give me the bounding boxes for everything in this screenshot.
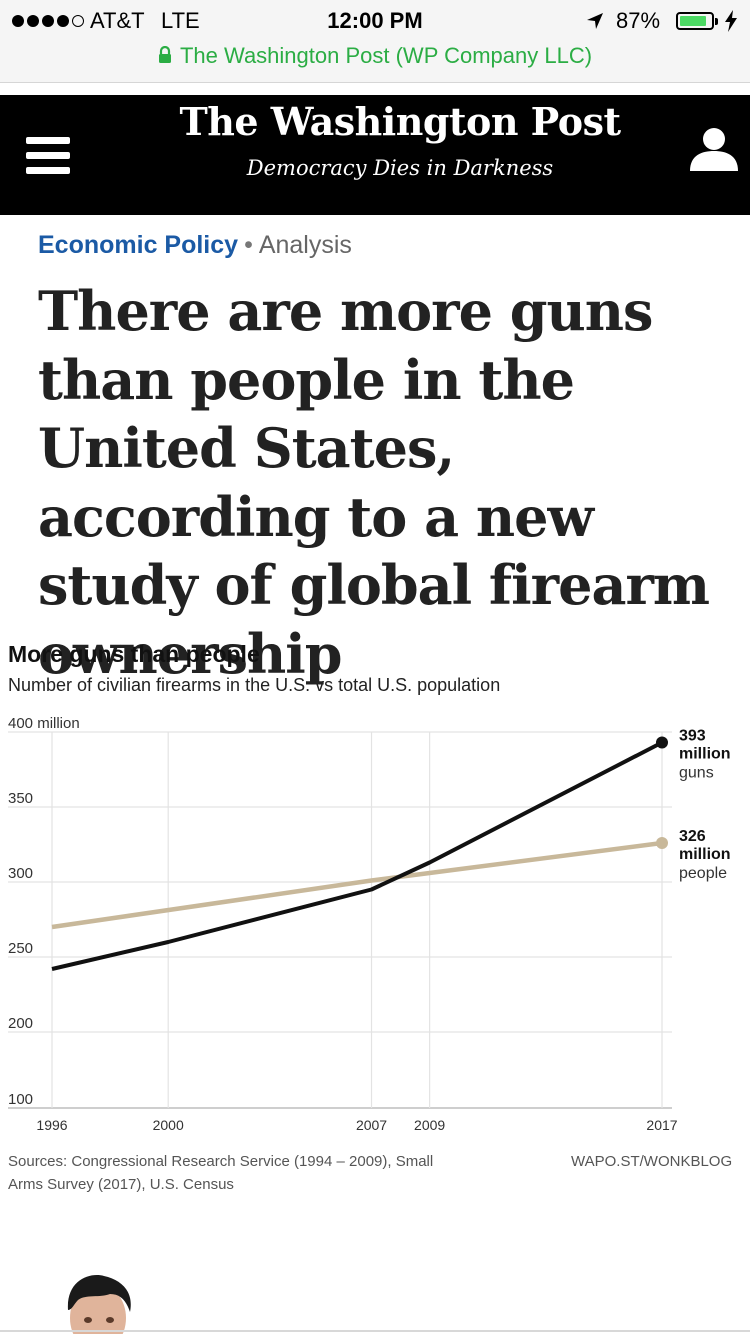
- x-tick-label: 2017: [646, 1117, 677, 1133]
- y-tick-label: 200: [8, 1015, 33, 1032]
- hamburger-menu-icon[interactable]: [26, 137, 70, 175]
- masthead-logo[interactable]: The Washington Post: [179, 99, 621, 144]
- y-tick-label: 350: [8, 790, 33, 807]
- end-label-name-guns: guns: [679, 765, 714, 782]
- end-label-name-people: people: [679, 865, 727, 882]
- signal-strength-icon: [12, 15, 84, 27]
- series-endpoint-people: [656, 837, 668, 849]
- y-tick-label: 100: [8, 1091, 33, 1108]
- y-tick-label: 300: [8, 865, 33, 882]
- status-bar: AT&T LTE 12:00 PM 87% The Washington Pos…: [0, 0, 750, 83]
- location-arrow-icon: [587, 13, 603, 29]
- y-tick-label: 250: [8, 940, 33, 957]
- author-photo: [60, 1270, 140, 1334]
- bottom-divider: [0, 1330, 750, 1332]
- lock-icon: [158, 46, 171, 63]
- series-line-guns: [51, 740, 663, 971]
- site-identity-bar[interactable]: The Washington Post (WP Company LLC): [0, 40, 750, 72]
- carrier-name: AT&T: [90, 8, 145, 33]
- battery-icon: [676, 12, 714, 30]
- battery-percent: 87%: [616, 8, 661, 33]
- article-headline: There are more guns than people in the U…: [38, 279, 710, 686]
- site-header: The Washington Post Democracy Dies in Da…: [0, 95, 750, 215]
- y-tick-label: 400 million: [8, 715, 80, 732]
- battery-fill: [680, 16, 706, 26]
- end-label-unit-guns: million: [679, 746, 731, 763]
- x-tick-label: 2000: [153, 1117, 184, 1133]
- series-line-people: [51, 840, 663, 930]
- user-icon[interactable]: [688, 125, 740, 173]
- bolt-icon: [725, 10, 737, 32]
- x-tick-label: 2009: [414, 1117, 445, 1133]
- chart-credit[interactable]: WAPO.ST/WONKBLOG: [571, 1153, 733, 1170]
- section-link[interactable]: Economic Policy: [38, 231, 239, 259]
- article-type: Analysis: [258, 231, 352, 259]
- author-avatar-illustration: [67, 1275, 131, 1334]
- end-label-value-people: 326: [679, 828, 706, 845]
- article-kicker: Economic Policy • Analysis: [38, 229, 352, 261]
- chart-title: More guns than people: [8, 641, 260, 667]
- status-row: AT&T LTE 12:00 PM 87%: [0, 6, 750, 36]
- status-time: 12:00 PM: [327, 8, 423, 33]
- kicker-separator: •: [244, 231, 253, 259]
- end-label-unit-people: million: [679, 846, 731, 863]
- network-type: LTE: [161, 8, 200, 33]
- site-identity-text: The Washington Post (WP Company LLC): [179, 43, 593, 68]
- battery-nub: [715, 18, 718, 25]
- x-tick-label: 1996: [36, 1117, 67, 1133]
- masthead-tagline: Democracy Dies in Darkness: [246, 156, 554, 180]
- x-tick-label: 2007: [356, 1117, 387, 1133]
- end-label-value-guns: 393: [679, 728, 706, 745]
- chart-source: Sources: Congressional Research Service …: [8, 1153, 434, 1193]
- series-endpoint-guns: [656, 736, 668, 749]
- chart-subtitle: Number of civilian firearms in the U.S. …: [8, 675, 501, 695]
